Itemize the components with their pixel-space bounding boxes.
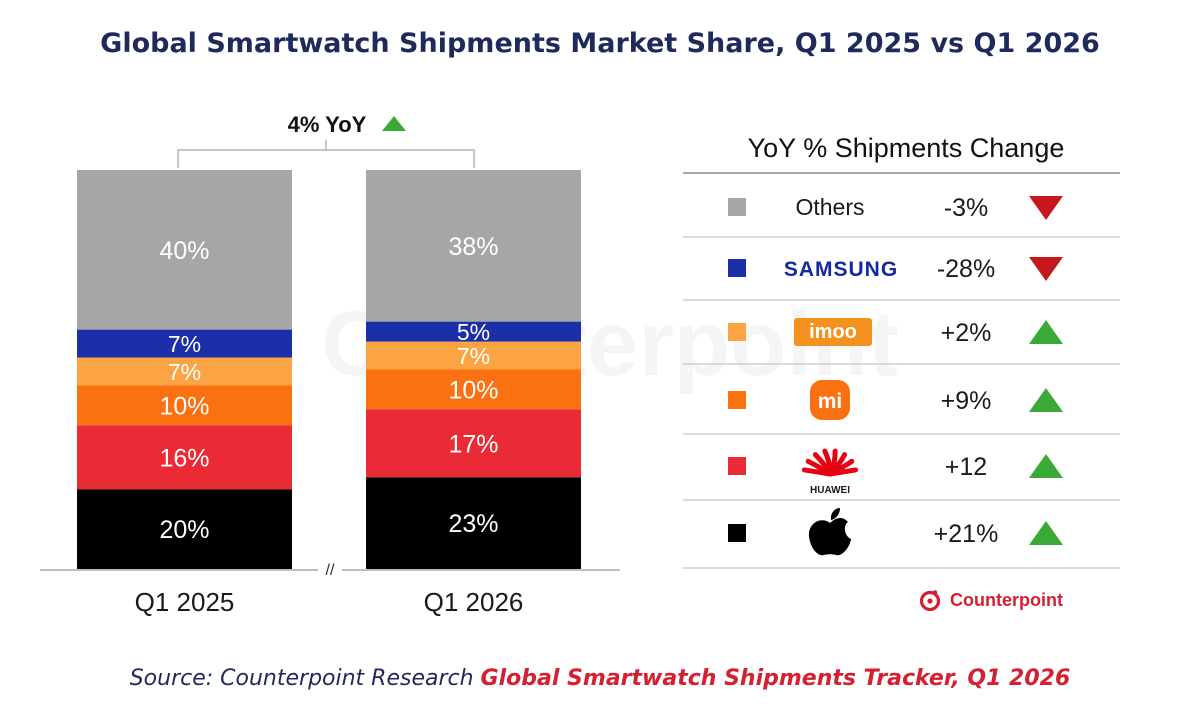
counterpoint-brand-logo: Counterpoint (918, 588, 1063, 612)
bar-segment-mi-1 (77, 385, 292, 426)
table-row-apple: +21% (728, 520, 1063, 548)
bar-segment-apple-1 (77, 489, 292, 569)
up-arrow-icon (1029, 454, 1063, 478)
bar-segment-huawei-2 (366, 409, 581, 478)
data-label: 38% (448, 233, 498, 261)
legend-swatch (728, 524, 746, 542)
up-arrow-icon (382, 116, 406, 131)
table-row-mi: +9% (728, 387, 1063, 415)
bar-segment-huawei-1 (77, 425, 292, 490)
legend-swatch (728, 457, 746, 475)
source-note: Source: Counterpoint Research Global Sma… (0, 666, 1200, 691)
x-tick-label: Q1 2026 (424, 587, 524, 617)
table-row-imoo: +2% (728, 319, 1063, 347)
data-label: 10% (448, 376, 498, 404)
yoy-change-value: +21% (934, 520, 999, 548)
brand-label-others: Others (795, 194, 864, 220)
svg-text:Others: Others (795, 194, 864, 220)
up-arrow-icon (1029, 388, 1063, 412)
imoo-logo-icon: imoo (794, 318, 872, 346)
data-label: 7% (457, 343, 490, 369)
data-label: 40% (159, 237, 209, 265)
data-label: 17% (448, 430, 498, 458)
huawei-logo-icon: HUAWEI (801, 448, 859, 496)
yoy-bracket (177, 140, 475, 168)
legend-swatch (728, 323, 746, 341)
bar-segment-samsung-1 (77, 329, 292, 358)
down-arrow-icon (1029, 257, 1063, 281)
data-label: 5% (457, 319, 490, 345)
data-label: 10% (159, 392, 209, 420)
yoy-change-value: +12 (945, 453, 987, 481)
yoy-change-value: +9% (941, 387, 992, 415)
xiaomi-logo-icon: mi (810, 380, 850, 420)
table-row-samsung: -28% (728, 255, 1063, 283)
data-label: 23% (448, 510, 498, 538)
bar-segment-apple-2 (366, 477, 581, 569)
svg-text:SAMSUNG: SAMSUNG (784, 258, 898, 281)
legend-swatch (728, 391, 746, 409)
chart-title: Global Smartwatch Shipments Market Share… (100, 28, 1100, 59)
data-label: 7% (168, 331, 201, 357)
yoy-change-value: -28% (937, 255, 995, 283)
up-arrow-icon (1029, 320, 1063, 344)
table-title: YoY % Shipments Change (748, 133, 1065, 163)
source-highlight: Global Smartwatch Shipments Tracker, Q1 … (480, 666, 1071, 691)
yoy-total-label: 4% YoY (288, 112, 367, 137)
up-arrow-icon (1029, 521, 1063, 545)
svg-text:imoo: imoo (809, 321, 857, 343)
brand-logo-text: Counterpoint (950, 589, 1063, 610)
counterpoint-logo-icon (919, 590, 941, 612)
axis-break: // (326, 562, 335, 579)
svg-text:HUAWEI: HUAWEI (810, 485, 850, 496)
bar-segment-others-2 (366, 170, 581, 322)
data-label: 16% (159, 444, 209, 472)
bar-segment-others-1 (77, 170, 292, 330)
bar-segment-imoo-1 (77, 357, 292, 386)
bar-segment-imoo-2 (366, 341, 581, 370)
data-label: 7% (168, 359, 201, 385)
table-row-huawei: +12 (728, 453, 1063, 481)
svg-text:mi: mi (818, 390, 843, 413)
yoy-change-value: -3% (944, 194, 988, 222)
legend-swatch (728, 198, 746, 216)
table-row-others: -3% (728, 194, 1063, 222)
data-label: 20% (159, 516, 209, 544)
bar-segment-mi-2 (366, 369, 581, 410)
apple-logo-icon (808, 508, 851, 556)
legend-swatch (728, 259, 746, 277)
source-prefix: Source: Counterpoint Research (129, 666, 481, 691)
samsung-wordmark-icon: SAMSUNG (784, 258, 898, 281)
down-arrow-icon (1029, 196, 1063, 220)
x-tick-label: Q1 2025 (135, 587, 235, 617)
yoy-change-value: +2% (941, 319, 992, 347)
bar-segment-samsung-2 (366, 321, 581, 342)
